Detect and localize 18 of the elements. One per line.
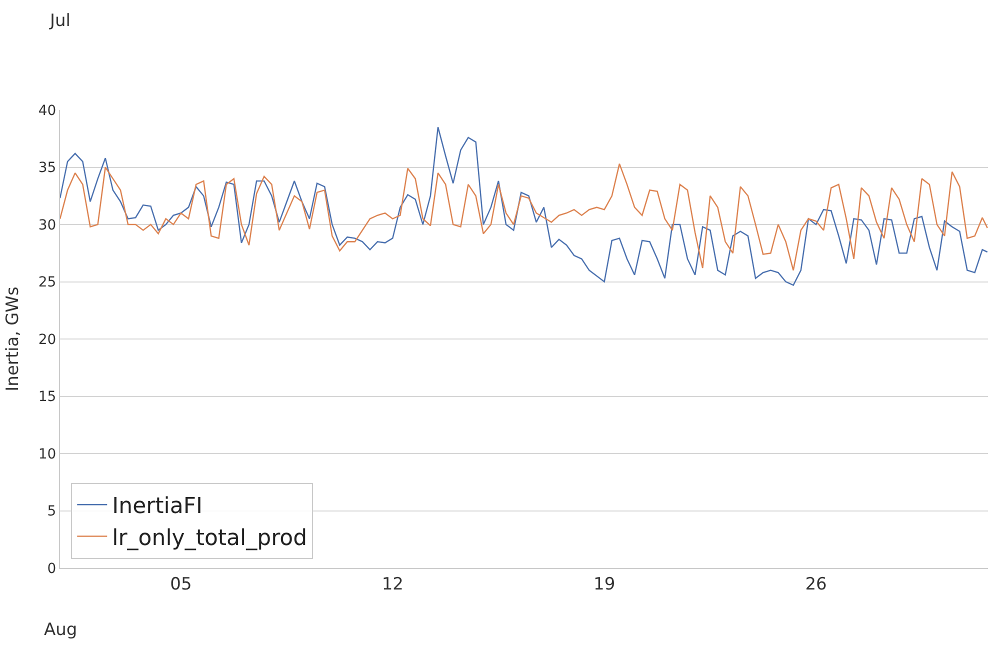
legend-label: lr_only_total_prod	[112, 526, 308, 551]
y-tick-label: 15	[38, 389, 56, 406]
x-tick-label: 12	[382, 574, 404, 594]
x-tick-label: 26	[805, 574, 827, 594]
text: Aug	[44, 620, 78, 640]
x-tick-label: 05	[170, 574, 192, 594]
x-tick-label: 19	[594, 574, 616, 594]
y-tick-label: 25	[38, 274, 56, 291]
y-tick-label: 35	[38, 160, 56, 176]
legend-label: InertiaFI	[112, 494, 203, 520]
y-tick-label: 40	[38, 102, 56, 119]
y-tick-label: 5	[47, 504, 56, 520]
y-tick-label: 0	[47, 560, 56, 577]
text: Jul	[49, 11, 71, 31]
y-tick-label: 30	[38, 217, 56, 234]
y-axis-title: Inertia, GWs	[2, 286, 23, 392]
y-tick-label: 20	[38, 332, 56, 348]
y-tick-label: 10	[38, 446, 56, 462]
